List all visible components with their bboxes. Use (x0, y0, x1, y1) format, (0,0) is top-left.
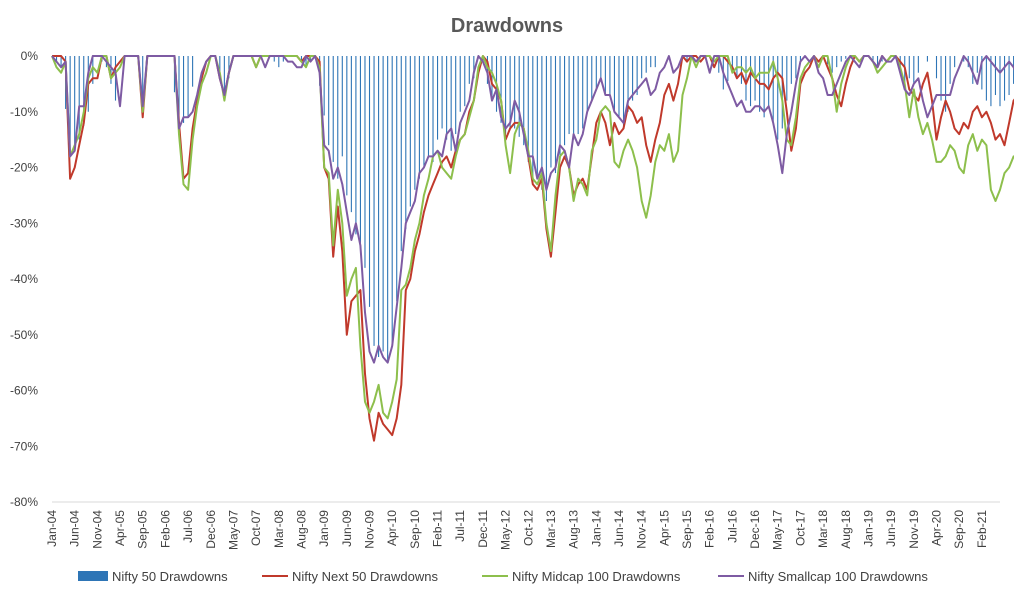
y-tick-label: -30% (10, 216, 38, 230)
x-tick-label: Jan-09 (317, 510, 331, 547)
x-tick-label: Jun-04 (68, 510, 82, 547)
x-tick-label: Nov-04 (90, 510, 104, 549)
x-tick-label: Jul-16 (725, 510, 739, 543)
x-tick-label: Nov-14 (635, 510, 649, 549)
x-tick-label: Jan-19 (861, 510, 875, 547)
x-tick-label: Sep-05 (136, 510, 150, 549)
x-tick-label: Mar-08 (272, 510, 286, 548)
x-tick-label: Jun-09 (340, 510, 354, 547)
x-tick-label: Apr-15 (657, 510, 671, 546)
y-axis: 0% -10% -20% -30% -40% -50% -60% -70% -80% (10, 49, 38, 509)
x-tick-label: Aug-18 (839, 510, 853, 549)
y-tick-label: 0% (21, 49, 39, 63)
x-tick-label: Nov-19 (907, 510, 921, 549)
x-tick-label: Jun-19 (884, 510, 898, 547)
x-tick-label: Jan-04 (45, 510, 59, 547)
legend-swatch-nifty-50 (78, 571, 108, 581)
x-tick-label: Aug-13 (567, 510, 581, 549)
x-tick-label: Nov-09 (363, 510, 377, 549)
x-tick-label: Aug-08 (294, 510, 308, 549)
y-tick-label: -80% (10, 495, 38, 509)
x-axis: Jan-04 Jun-04 Nov-04 Apr-05 Sep-05 Feb-06 Jul-… (45, 501, 1000, 550)
x-tick-label: Feb-06 (158, 510, 172, 548)
x-tick-label: Feb-16 (703, 510, 717, 548)
y-tick-label: -10% (10, 105, 38, 119)
x-tick-label: Jul-06 (181, 510, 195, 543)
y-tick-label: -20% (10, 161, 38, 175)
series-lines (51, 55, 1014, 442)
y-tick-label: -40% (10, 272, 38, 286)
legend-label: Nifty Next 50 Drawdowns (292, 569, 438, 584)
x-tick-label: Apr-20 (929, 510, 943, 546)
x-tick-label: Sep-20 (952, 510, 966, 549)
x-tick-label: Dec-11 (476, 510, 490, 548)
x-tick-label: Apr-10 (385, 510, 399, 546)
legend-label: Nifty 50 Drawdowns (112, 569, 228, 584)
x-tick-label: Jul-11 (453, 510, 467, 542)
nifty-50-bars (55, 56, 1014, 363)
x-tick-label: Mar-13 (544, 510, 558, 548)
x-tick-label: Oct-12 (521, 510, 535, 546)
legend-label: Nifty Smallcap 100 Drawdowns (748, 569, 928, 584)
x-tick-label: Mar-18 (816, 510, 830, 548)
x-tick-label: Oct-17 (793, 510, 807, 546)
x-tick-label: May-07 (226, 510, 240, 550)
chart-title: Drawdowns (451, 15, 563, 37)
x-tick-label: Feb-11 (431, 510, 445, 547)
x-tick-label: May-17 (771, 510, 785, 550)
x-tick-label: Oct-07 (249, 510, 263, 546)
y-tick-label: -70% (10, 439, 38, 453)
x-tick-label: May-12 (499, 510, 513, 550)
legend-label: Nifty Midcap 100 Drawdowns (512, 569, 681, 584)
x-tick-label: Dec-16 (748, 510, 762, 549)
x-tick-label: Jun-14 (612, 510, 626, 547)
x-tick-label: Sep-10 (408, 510, 422, 549)
x-tick-label: Sep-15 (680, 510, 694, 549)
x-tick-label: Dec-06 (204, 510, 218, 549)
x-tick-label: Jan-14 (589, 510, 603, 547)
y-tick-label: -60% (10, 384, 38, 398)
legend: Nifty 50 Drawdowns Nifty Next 50 Drawdown… (78, 569, 928, 584)
nifty-smallcap-100-drawdowns-line (51, 55, 1014, 364)
y-tick-label: -50% (10, 328, 38, 342)
x-tick-label: Feb-21 (975, 510, 989, 548)
x-tick-label: Apr-05 (113, 510, 127, 546)
